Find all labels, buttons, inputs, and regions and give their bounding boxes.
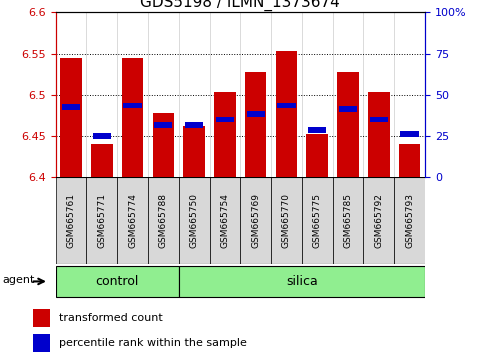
Bar bbox=[339, 106, 357, 112]
Text: GSM665785: GSM665785 bbox=[343, 193, 353, 248]
Bar bbox=[179, 177, 210, 264]
Bar bbox=[369, 116, 388, 122]
Text: control: control bbox=[96, 275, 139, 288]
Bar bbox=[184, 126, 205, 177]
Text: GSM665761: GSM665761 bbox=[67, 193, 75, 248]
Bar bbox=[56, 266, 179, 297]
Bar bbox=[154, 122, 172, 128]
Text: percentile rank within the sample: percentile rank within the sample bbox=[59, 338, 247, 348]
Bar bbox=[153, 113, 174, 177]
Bar bbox=[245, 73, 267, 177]
Bar bbox=[400, 131, 419, 137]
Bar bbox=[394, 177, 425, 264]
Text: GSM665750: GSM665750 bbox=[190, 193, 199, 248]
Text: GSM665788: GSM665788 bbox=[159, 193, 168, 248]
Bar bbox=[216, 116, 234, 122]
Bar bbox=[276, 51, 297, 177]
Bar bbox=[91, 144, 113, 177]
Bar bbox=[56, 177, 86, 264]
Bar bbox=[210, 177, 240, 264]
Text: transformed count: transformed count bbox=[59, 313, 163, 323]
Bar bbox=[271, 177, 302, 264]
Text: GSM665775: GSM665775 bbox=[313, 193, 322, 248]
Bar bbox=[214, 92, 236, 177]
Bar bbox=[277, 103, 296, 108]
Text: GSM665770: GSM665770 bbox=[282, 193, 291, 248]
Text: GSM665793: GSM665793 bbox=[405, 193, 414, 248]
Title: GDS5198 / ILMN_1373674: GDS5198 / ILMN_1373674 bbox=[141, 0, 340, 11]
Text: agent: agent bbox=[3, 275, 35, 285]
Bar bbox=[333, 177, 364, 264]
Text: GSM665769: GSM665769 bbox=[251, 193, 260, 248]
Bar bbox=[117, 177, 148, 264]
Bar bbox=[123, 103, 142, 108]
Bar bbox=[86, 177, 117, 264]
Bar bbox=[364, 177, 394, 264]
Bar bbox=[33, 334, 50, 352]
Bar bbox=[308, 127, 327, 133]
Bar bbox=[179, 266, 425, 297]
Bar bbox=[302, 177, 333, 264]
Text: GSM665754: GSM665754 bbox=[220, 193, 229, 248]
Bar bbox=[185, 122, 203, 128]
Text: silica: silica bbox=[286, 275, 318, 288]
Text: GSM665774: GSM665774 bbox=[128, 193, 137, 248]
Bar bbox=[368, 92, 390, 177]
Bar bbox=[60, 58, 82, 177]
Bar bbox=[307, 134, 328, 177]
Bar bbox=[62, 104, 80, 110]
Bar bbox=[399, 144, 420, 177]
Bar bbox=[246, 111, 265, 116]
Text: GSM665771: GSM665771 bbox=[97, 193, 106, 248]
Bar bbox=[148, 177, 179, 264]
Bar bbox=[337, 73, 359, 177]
Bar bbox=[33, 309, 50, 327]
Text: GSM665792: GSM665792 bbox=[374, 193, 384, 248]
Bar bbox=[240, 177, 271, 264]
Bar bbox=[122, 58, 143, 177]
Bar bbox=[93, 133, 111, 139]
